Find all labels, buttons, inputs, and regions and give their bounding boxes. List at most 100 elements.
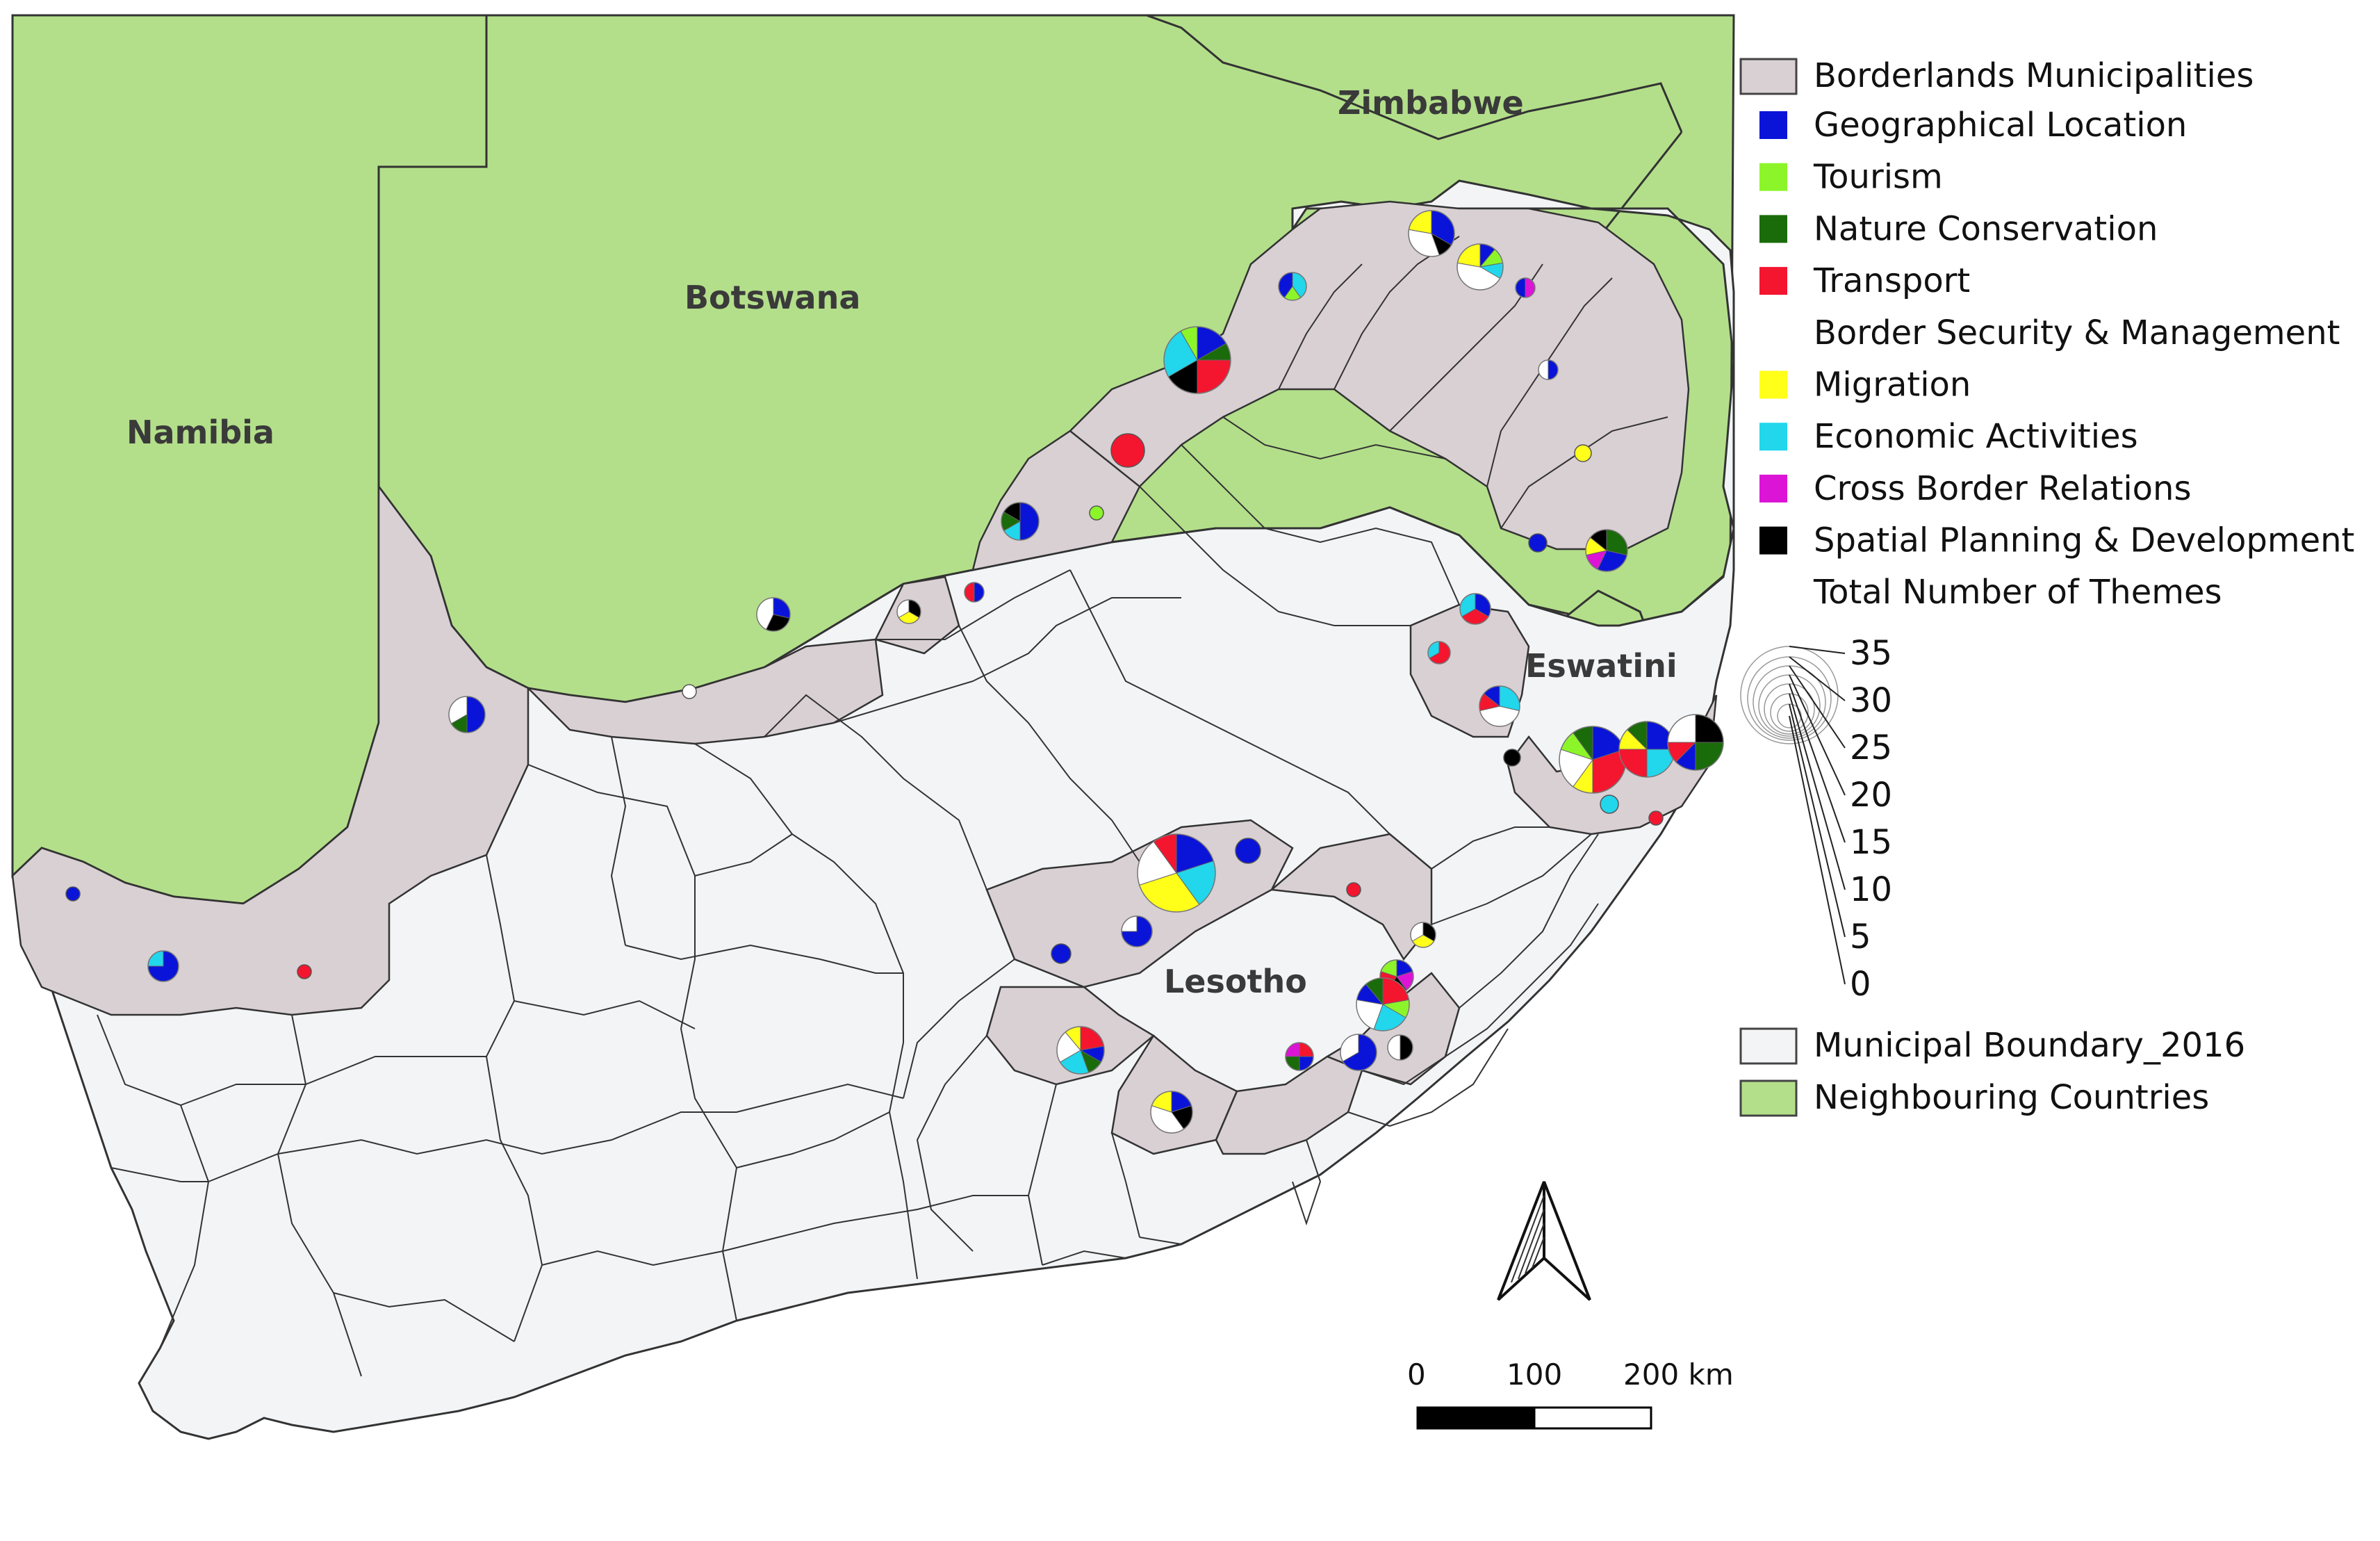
legend-label-theme-2: Nature Conservation <box>1814 209 2158 248</box>
pie-outline <box>1150 1091 1193 1134</box>
label-eswatini: Eswatini <box>1525 647 1677 685</box>
size-value-5: 5 <box>1850 918 1871 956</box>
pie-outline <box>1427 641 1451 664</box>
pie-outline <box>1163 326 1231 394</box>
pie-slice <box>1503 749 1521 767</box>
legend-size-leaders <box>1789 646 1846 985</box>
theme-pie-chart <box>1051 943 1072 964</box>
size-value-0: 0 <box>1850 965 1871 1004</box>
theme-pie-chart <box>1538 359 1559 380</box>
north-arrow-icon <box>1497 1181 1591 1301</box>
legend-swatch-theme-7 <box>1759 474 1787 503</box>
legend-swatch-theme-1 <box>1759 163 1787 191</box>
pie-slice <box>1648 810 1664 826</box>
pie-outline <box>756 597 791 632</box>
theme-pie-chart <box>1515 277 1536 298</box>
scale-bar: 0 100 200 km <box>1407 1357 1734 1430</box>
legend-label-theme-8: Spatial Planning & Development <box>1814 521 2354 560</box>
pie-slice <box>1574 444 1592 462</box>
pie-slice <box>1110 433 1145 468</box>
theme-pie-chart <box>448 696 486 733</box>
theme-pie-chart <box>1585 529 1628 572</box>
legend-label-theme-5: Migration <box>1814 366 1971 405</box>
pie-slice <box>1051 943 1072 964</box>
pie-outline <box>1137 833 1216 913</box>
theme-pie-chart <box>682 684 697 699</box>
legend-label-theme-0: Geographical Location <box>1814 106 2187 145</box>
legend-swatch-borderlands <box>1739 58 1798 95</box>
pie-outline <box>1538 359 1559 380</box>
theme-pie-chart <box>1600 794 1619 814</box>
pie-outline <box>147 950 179 982</box>
theme-pie-chart <box>1278 272 1307 301</box>
pie-outline <box>1121 915 1153 947</box>
legend-label-theme-1: Tourism <box>1813 158 1943 197</box>
size-value-25: 25 <box>1850 728 1892 767</box>
theme-pie-chart <box>1089 505 1104 521</box>
theme-pie-chart <box>1459 593 1491 625</box>
pie-outline <box>964 582 985 603</box>
pie-slice <box>65 886 81 902</box>
pie-outline <box>1285 1042 1314 1071</box>
theme-pie-chart <box>1574 444 1592 462</box>
scale-bar-black-segment <box>1416 1406 1536 1430</box>
theme-pie-chart <box>1503 749 1521 767</box>
theme-pie-chart <box>1410 922 1436 948</box>
scale-label-0: 0 <box>1407 1357 1426 1392</box>
legend-label-borderlands: Borderlands Municipalities <box>1814 56 2254 95</box>
pie-outline <box>1515 277 1536 298</box>
theme-pie-chart <box>896 599 921 624</box>
pie-slice <box>1528 533 1548 553</box>
theme-pie-chart <box>1001 502 1040 541</box>
pie-outline <box>1001 502 1040 541</box>
theme-pie-chart <box>1163 326 1231 394</box>
legend-swatch-theme-0 <box>1759 111 1787 139</box>
pie-slice <box>682 684 697 699</box>
country-labels: Zimbabwe Botswana Namibia Eswatini Lesot… <box>126 84 1677 1000</box>
legend-swatch-theme-2 <box>1759 215 1787 243</box>
theme-pie-chart <box>1479 685 1520 727</box>
theme-pie-chart <box>297 964 312 979</box>
pie-outline <box>1356 977 1410 1032</box>
theme-pie-chart <box>1456 243 1504 291</box>
pie-outline <box>1456 243 1504 291</box>
legend-swatch-theme-5 <box>1759 370 1787 399</box>
theme-pie-chart <box>1427 641 1451 664</box>
label-botswana: Botswana <box>684 279 860 316</box>
size-value-35: 35 <box>1850 634 1892 673</box>
size-value-15: 15 <box>1850 823 1892 862</box>
pie-outline <box>1459 593 1491 625</box>
legend-label-municipal-boundary: Municipal Boundary_2016 <box>1814 1026 2245 1065</box>
theme-pie-chart <box>1235 838 1261 864</box>
legend-size-title: Total Number of Themes <box>1813 573 2222 612</box>
legend-label-theme-4: Border Security & Management <box>1814 313 2340 352</box>
legend-label-theme-3: Transport <box>1813 261 1970 300</box>
pie-slice <box>297 964 312 979</box>
pie-outline <box>448 696 486 733</box>
theme-pie-chart <box>756 597 791 632</box>
legend: Borderlands Municipalities Geographical … <box>1739 56 2354 1117</box>
theme-pie-chart <box>1528 533 1548 553</box>
theme-pie-chart <box>1110 433 1145 468</box>
scale-label-100: 100 <box>1507 1357 1562 1392</box>
theme-pie-chart <box>147 950 179 982</box>
theme-pie-chart <box>1121 915 1153 947</box>
legend-swatch-neighbouring-countries <box>1739 1079 1798 1117</box>
municipal-boundaries <box>97 236 1668 1377</box>
size-value-10: 10 <box>1850 870 1892 909</box>
pie-outline <box>1585 529 1628 572</box>
theme-pie-chart <box>1559 726 1627 794</box>
pie-slice <box>1346 882 1361 897</box>
pie-outline <box>1667 714 1724 771</box>
theme-pie-chart <box>1667 714 1724 771</box>
legend-label-neighbouring-countries: Neighbouring Countries <box>1814 1078 2209 1117</box>
pie-outline <box>1479 685 1520 727</box>
theme-pie-chart <box>964 582 985 603</box>
theme-pie-chart <box>1056 1026 1105 1075</box>
pie-outline <box>1340 1034 1377 1071</box>
theme-pie-chart <box>1285 1042 1314 1071</box>
theme-pie-chart <box>1618 721 1675 778</box>
legend-themes: Geographical Location Tourism Nature Conse… <box>1759 106 2354 560</box>
theme-pie-chart <box>1340 1034 1377 1071</box>
